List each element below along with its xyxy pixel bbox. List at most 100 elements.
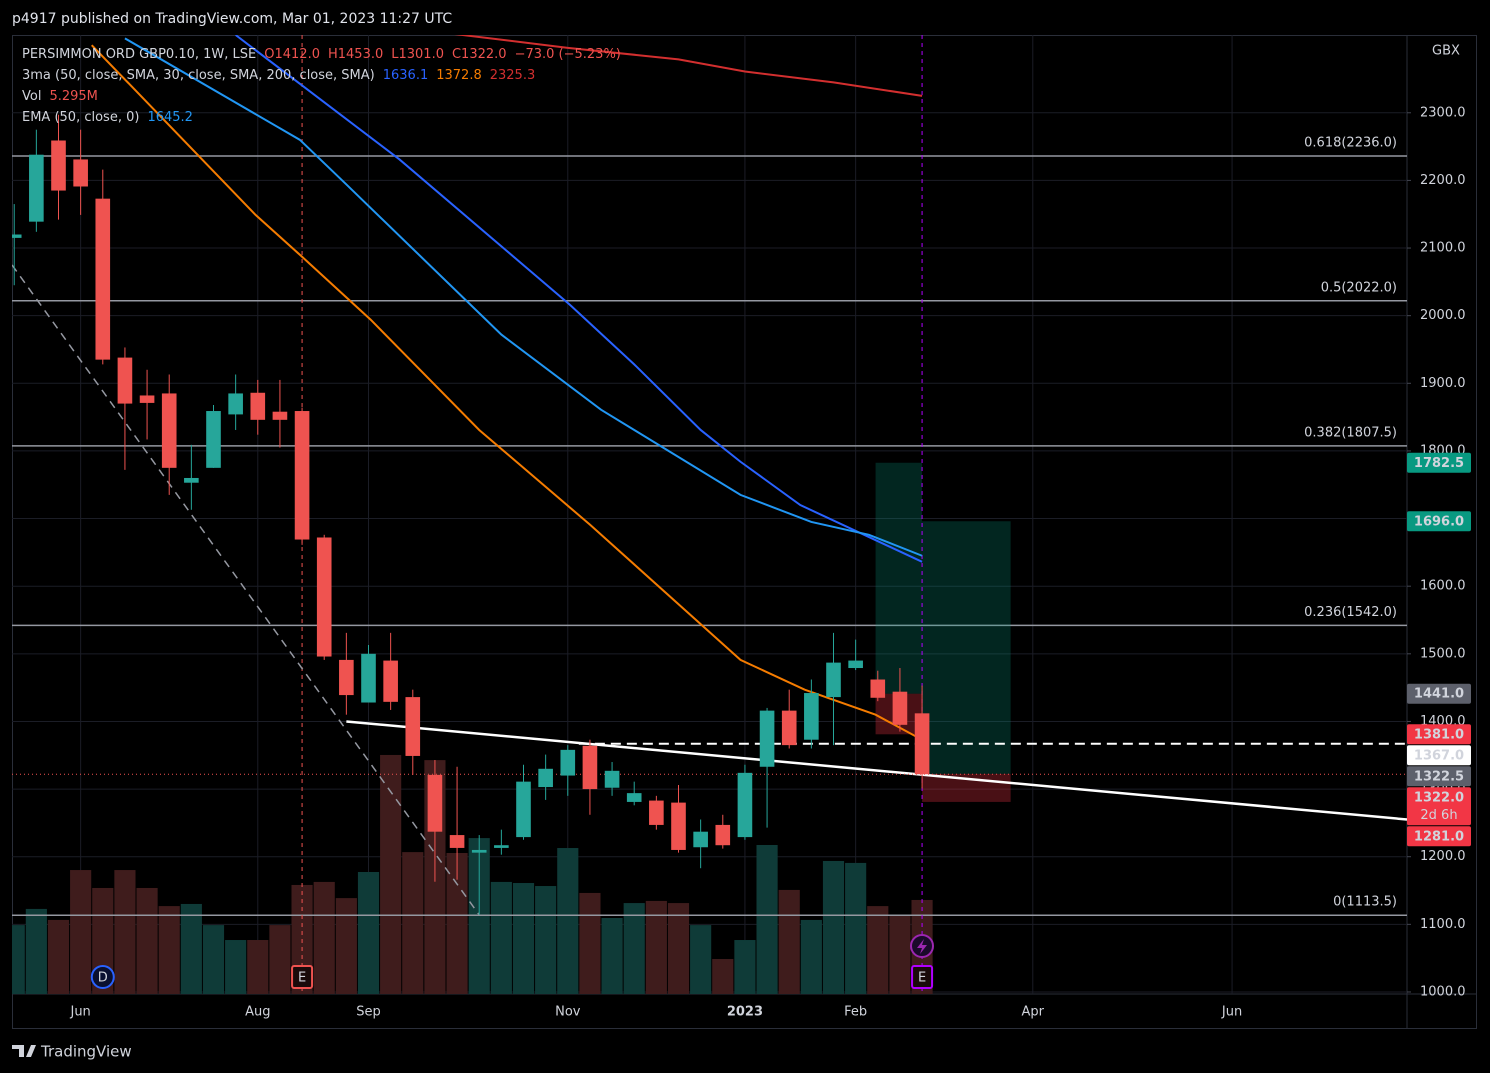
x-tick-label: Feb — [844, 1005, 867, 1020]
x-tick-label: 2023 — [727, 1005, 763, 1020]
fib-label: 0.618(2236.0) — [1304, 136, 1397, 151]
candle-body — [250, 392, 266, 420]
legend-ma-value: 1372.8 — [436, 68, 482, 83]
alert-icon — [910, 934, 934, 958]
brand-logo — [12, 1045, 36, 1057]
price-label-box — [1407, 787, 1471, 826]
ma-line — [235, 35, 923, 563]
volume-bar — [822, 860, 845, 994]
alert-bolt — [917, 939, 927, 954]
price-label: 1782.5 — [1414, 456, 1464, 471]
candle-body — [139, 395, 155, 403]
volume-bar — [180, 903, 202, 994]
candle-body — [449, 835, 465, 848]
y-tick-label: 2200.0 — [1420, 173, 1466, 188]
legend-ohlc: C1322.0 — [452, 47, 507, 62]
volume-bar — [225, 940, 247, 994]
ma-line — [454, 35, 923, 97]
legend-vol-name: Vol — [22, 89, 41, 104]
y-tick-label: 1600.0 — [1420, 579, 1466, 594]
volume-bar — [734, 940, 756, 994]
y-tick-label: 1100.0 — [1420, 917, 1466, 932]
x-tick-label: Aug — [245, 1005, 270, 1020]
legend-ema-value: 1645.2 — [147, 110, 193, 125]
legend-ohlc: L1301.0 — [391, 47, 444, 62]
candle-body — [914, 713, 930, 775]
y-tick-label: 1000.0 — [1420, 984, 1466, 999]
legend-ohlc: H1453.0 — [328, 47, 383, 62]
volume-bar — [158, 906, 180, 994]
price-label-box — [1407, 724, 1471, 745]
ma-line — [90, 44, 923, 741]
price-label: 1367.0 — [1414, 748, 1464, 763]
candle-body — [339, 659, 354, 696]
candle-body — [73, 159, 88, 187]
candle-body — [294, 411, 310, 540]
volume-bar — [12, 925, 25, 994]
y-tick-label: 2300.0 — [1420, 105, 1466, 120]
candle-body — [804, 693, 819, 740]
volume-bar — [490, 881, 512, 994]
price-label: 1696.0 — [1414, 514, 1464, 529]
price-label: 1322.5 — [1414, 769, 1464, 784]
x-tick-label: Jun — [1221, 1005, 1242, 1020]
price-label-box — [1407, 745, 1471, 766]
volume-bar — [47, 919, 70, 994]
fib-label: 0.382(1807.5) — [1304, 425, 1397, 440]
volume-bar — [800, 919, 822, 994]
candle-body — [228, 393, 243, 415]
candle-body — [715, 824, 731, 846]
volume-bar — [778, 889, 800, 994]
plot-area: 0.618(2236.0) 0.5(2022.0) 0.382(1807.5) 0.2… — [12, 35, 1407, 994]
position-target — [922, 521, 1011, 774]
volume-bar — [601, 917, 623, 994]
candle-body — [29, 154, 44, 222]
y-tick-label: 1900.0 — [1420, 376, 1466, 391]
volume-bar — [136, 887, 158, 994]
candle-body — [471, 849, 487, 853]
candle-body — [117, 357, 133, 404]
trend-line — [12, 264, 480, 916]
x-tick-label: Sep — [356, 1005, 381, 1020]
volume-bar — [357, 871, 380, 994]
volume-bar — [25, 908, 47, 994]
price-label-box — [1407, 683, 1471, 704]
candle-body — [737, 772, 753, 838]
fib-label: 0(1113.5) — [1333, 895, 1397, 910]
position-target — [875, 462, 923, 694]
legend-symbol: PERSIMMON ORD GBP0.10, 1W, LSE — [22, 47, 256, 62]
candle-body — [538, 768, 553, 788]
volume-bar — [70, 870, 92, 994]
legend-ohlc: −73.0 (−5.23%) — [515, 47, 621, 62]
volume-bar — [335, 898, 357, 994]
published-note: p4917 published on TradingView.com, Mar … — [12, 11, 452, 27]
candle-body — [626, 793, 642, 802]
volume-bar — [512, 883, 535, 994]
trend-line — [346, 720, 1407, 821]
y-tick-label: 1500.0 — [1420, 646, 1466, 661]
candle-body — [759, 710, 775, 767]
legend-vol-line: Vol 5.295M — [22, 89, 98, 104]
legend-ma-value: 2325.3 — [490, 68, 536, 83]
price-label: 1322.0 — [1414, 790, 1464, 805]
price-label-box — [1407, 511, 1471, 532]
event-label: E — [918, 971, 926, 986]
candle-body — [494, 845, 509, 848]
legend: PERSIMMON ORD GBP0.10, 1W, LSE O1412.0 H14… — [22, 47, 621, 125]
axes: 1000.01100.01200.01300.01400.01500.01600… — [69, 105, 1471, 1020]
volume-bar — [402, 852, 424, 994]
volume-bar — [557, 848, 579, 994]
price-label: 1281.0 — [1414, 829, 1464, 844]
legend-ma-value: 1636.1 — [383, 68, 429, 83]
candle-body — [95, 198, 111, 360]
legend-ema-line: EMA (50, close, 0) 1645.2 — [22, 110, 193, 125]
candle-body — [184, 477, 199, 483]
candle-body — [361, 653, 376, 703]
candle-body — [206, 411, 221, 468]
volume-bar — [380, 754, 402, 994]
candle-body — [671, 802, 686, 850]
y-tick-label: 1200.0 — [1420, 849, 1466, 864]
candle-body — [649, 800, 664, 825]
volume-bar — [579, 892, 601, 994]
